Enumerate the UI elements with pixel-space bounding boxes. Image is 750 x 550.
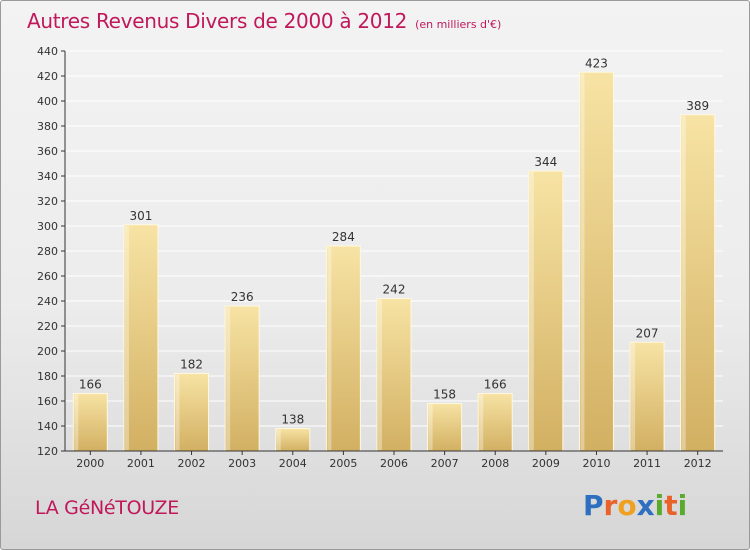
x-tick-label: 2002 <box>178 457 206 470</box>
data-label: 344 <box>534 155 557 169</box>
y-tick-label: 140 <box>37 420 58 433</box>
bar-highlight <box>681 115 686 450</box>
chart-title-main: Autres Revenus Divers de 2000 à 2012 <box>27 9 408 33</box>
data-label: 236 <box>231 290 254 304</box>
y-tick-label: 320 <box>37 195 58 208</box>
y-tick-label: 340 <box>37 170 58 183</box>
bar <box>680 114 716 452</box>
bar-highlight <box>175 374 180 450</box>
logo-letter: r <box>603 489 618 522</box>
logo-letter: i <box>677 489 688 522</box>
bar <box>477 393 513 452</box>
y-tick-label: 180 <box>37 370 58 383</box>
y-tick-label: 400 <box>37 95 58 108</box>
bar <box>578 71 614 452</box>
x-tick-label: 2008 <box>481 457 509 470</box>
commune-name: LA GéNéTOUZE <box>35 497 179 519</box>
x-tick-label: 2007 <box>431 457 459 470</box>
bars <box>72 71 716 452</box>
data-label: 284 <box>332 230 355 244</box>
x-tick-label: 2012 <box>684 457 712 470</box>
data-label: 138 <box>281 413 304 427</box>
bar-highlight <box>124 225 129 450</box>
x-tick-label: 2003 <box>228 457 256 470</box>
x-tick-label: 2001 <box>127 457 155 470</box>
bar <box>427 403 463 452</box>
bar <box>528 170 564 452</box>
bar <box>224 305 260 452</box>
bar-highlight <box>378 299 382 450</box>
x-tick-label: 2011 <box>633 457 661 470</box>
y-tick-label: 440 <box>37 45 58 58</box>
axes <box>61 50 723 455</box>
labels: 120 140 160 180 200 220 240 260 280 300 320 340 360 3… <box>37 45 712 470</box>
bar-highlight <box>428 404 433 450</box>
data-label: 423 <box>585 56 608 70</box>
proxiti-logo: Proxiti <box>583 489 687 522</box>
bar <box>72 393 108 452</box>
y-tick-label: 380 <box>37 120 58 133</box>
data-label: 182 <box>180 358 203 372</box>
chart-title: Autres Revenus Divers de 2000 à 2012 (en … <box>27 9 501 33</box>
x-tick-label: 2006 <box>380 457 408 470</box>
data-label: 207 <box>636 326 659 340</box>
logo-letter: i <box>654 489 665 522</box>
bar <box>174 373 210 452</box>
data-label: 166 <box>79 378 102 392</box>
logo-letter: P <box>583 489 604 522</box>
bar-highlight <box>327 247 332 450</box>
bar <box>629 341 665 452</box>
y-tick-label: 420 <box>37 70 58 83</box>
x-tick-label: 2000 <box>76 457 104 470</box>
bar-highlight <box>226 307 231 450</box>
x-tick-label: 2009 <box>532 457 560 470</box>
data-label: 158 <box>433 388 456 402</box>
data-label: 166 <box>484 378 507 392</box>
bar-highlight <box>74 394 79 450</box>
y-tick-label: 240 <box>37 295 58 308</box>
x-tick-label: 2010 <box>582 457 610 470</box>
y-tick-label: 260 <box>37 270 58 283</box>
y-tick-label: 220 <box>37 320 58 333</box>
y-tick-label: 120 <box>37 445 58 458</box>
logo-letter: o <box>617 489 637 522</box>
x-tick-label: 2004 <box>279 457 307 470</box>
x-tick-label: 2005 <box>329 457 357 470</box>
y-tick-label: 300 <box>37 220 58 233</box>
data-label: 389 <box>686 99 709 113</box>
chart-title-unit: (en milliers d'€) <box>415 18 502 31</box>
y-tick-label: 200 <box>37 345 58 358</box>
logo-letter: x <box>636 489 655 522</box>
y-tick-label: 280 <box>37 245 58 258</box>
bar-highlight <box>276 429 281 450</box>
y-tick-label: 160 <box>37 395 58 408</box>
bar-highlight <box>529 172 534 450</box>
data-label: 242 <box>383 283 406 297</box>
bar <box>325 245 361 452</box>
logo-letter: t <box>664 489 678 522</box>
bar-highlight <box>479 394 484 450</box>
bar-highlight <box>580 73 585 450</box>
bar-highlight <box>631 343 636 450</box>
bar <box>376 298 412 452</box>
data-label: 301 <box>129 209 152 223</box>
bar <box>275 428 311 452</box>
y-tick-label: 360 <box>37 145 58 158</box>
bar <box>123 224 159 452</box>
